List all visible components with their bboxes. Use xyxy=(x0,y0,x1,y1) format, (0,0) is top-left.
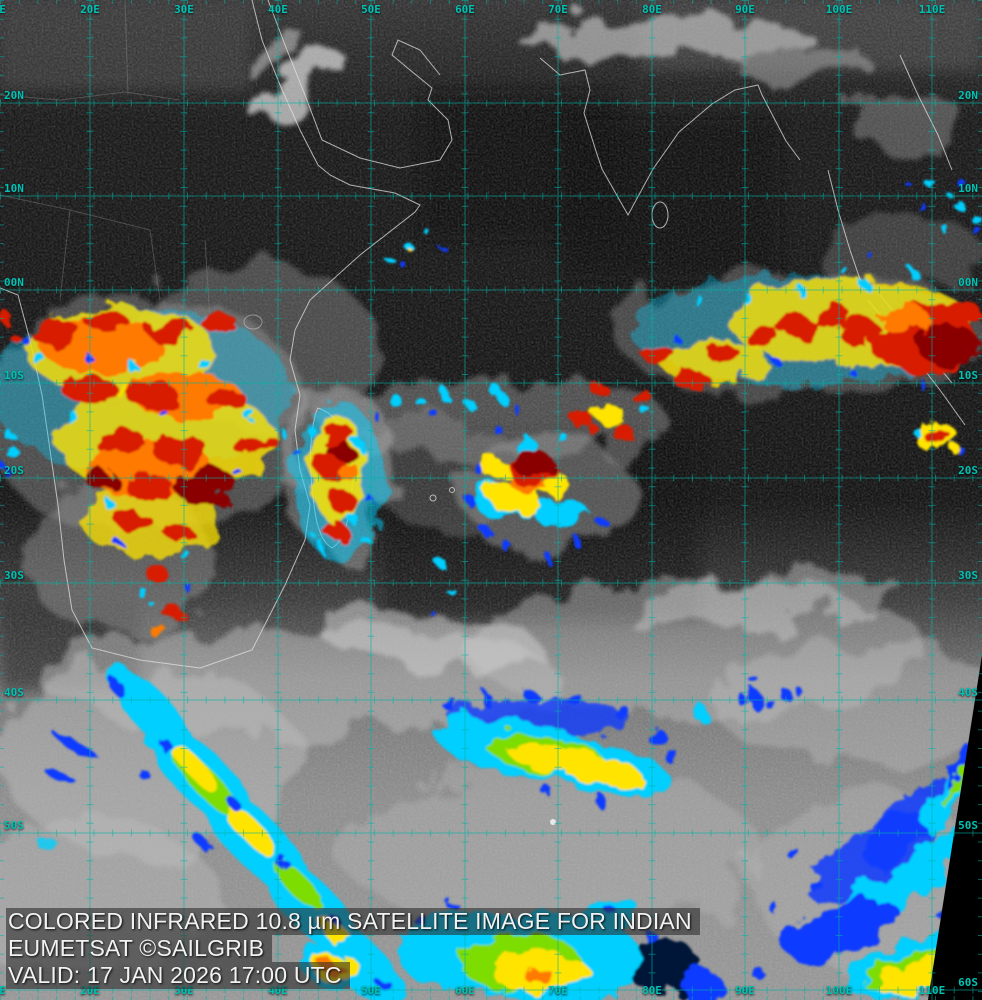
southern-comma-cloud xyxy=(436,678,806,806)
lon-label-bottom: 90E xyxy=(735,984,755,997)
caption-title: COLORED INFRARED 10.8 µm SATELLITE IMAGE… xyxy=(6,908,700,935)
lat-label-right: 20N xyxy=(958,89,978,102)
lat-label-right: 10N xyxy=(958,182,978,195)
lon-label-bottom: 110E xyxy=(918,984,946,997)
lat-label-right: 00N xyxy=(958,276,978,289)
island-speck xyxy=(550,819,556,825)
lat-label-left: 20S xyxy=(4,464,24,477)
lat-label-right: 60S xyxy=(958,976,978,989)
lon-label-top: 90E xyxy=(735,3,755,16)
lon-label-top: 40E xyxy=(268,3,288,16)
scan-edge-wedge xyxy=(928,655,982,1000)
caption-valid-time: VALID: 17 JAN 2026 17:00 UTC xyxy=(6,962,350,989)
lon-label-bottom: 100E xyxy=(825,984,853,997)
lon-label-bottom: 10E xyxy=(0,984,6,997)
lat-label-left: 20N xyxy=(4,89,24,102)
lat-label-left: 50S xyxy=(4,819,24,832)
lat-label-right: 20S xyxy=(958,464,978,477)
caption-block: COLORED INFRARED 10.8 µm SATELLITE IMAGE… xyxy=(6,908,700,989)
lat-label-right: 50S xyxy=(958,819,978,832)
lon-label-top: 30E xyxy=(174,3,194,16)
lon-label-bottom: 50E xyxy=(361,984,381,997)
lon-label-top: 60E xyxy=(455,3,475,16)
lat-label-left: 00N xyxy=(4,276,24,289)
lat-label-left: 10N xyxy=(4,182,24,195)
lon-label-top: 110E xyxy=(918,3,946,16)
lon-label-top: 100E xyxy=(825,3,853,16)
lat-label-left: 10S xyxy=(4,369,24,382)
africa-convection xyxy=(0,305,290,641)
lon-label-top: 80E xyxy=(642,3,662,16)
madagascar-convection xyxy=(254,400,383,560)
lat-label-right: 10S xyxy=(958,369,978,382)
lon-label-top: 50E xyxy=(361,3,381,16)
lon-label-top: 70E xyxy=(548,3,568,16)
caption-credit: EUMETSAT ©SAILGRIB xyxy=(6,935,273,962)
itcz-band-convection xyxy=(376,232,655,613)
lat-label-right: 40S xyxy=(958,686,978,699)
lat-label-left: 40S xyxy=(4,686,24,699)
lon-label-top: 20E xyxy=(80,3,100,16)
lon-label-top: 10E xyxy=(0,3,6,16)
lat-label-left: 30S xyxy=(4,569,24,582)
lon-label-bottom: 80E xyxy=(642,984,662,997)
lon-label-bottom: 60E xyxy=(455,984,475,997)
lat-label-right: 30S xyxy=(958,569,978,582)
lon-label-bottom: 70E xyxy=(548,984,568,997)
